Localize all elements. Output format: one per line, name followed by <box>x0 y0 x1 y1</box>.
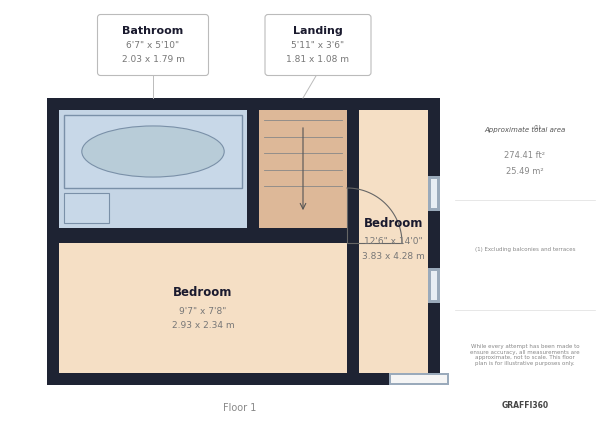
Ellipse shape <box>82 126 224 177</box>
Text: 6'7" x 5'10": 6'7" x 5'10" <box>127 41 179 50</box>
Text: 9'7" x 7'8": 9'7" x 7'8" <box>179 307 227 315</box>
Text: 5'11" x 3'6": 5'11" x 3'6" <box>292 41 344 50</box>
Text: Approximate total area: Approximate total area <box>484 127 566 133</box>
Text: Bedroom: Bedroom <box>364 217 423 230</box>
Text: Bathroom: Bathroom <box>122 25 184 36</box>
Bar <box>347 110 359 373</box>
Bar <box>391 375 447 383</box>
Text: While every attempt has been made to
ensure accuracy, all measurements are
appro: While every attempt has been made to ens… <box>470 344 580 366</box>
Bar <box>359 110 428 373</box>
FancyBboxPatch shape <box>97 14 209 75</box>
Bar <box>431 179 437 208</box>
Text: 1.81 x 1.08 m: 1.81 x 1.08 m <box>287 55 349 64</box>
Bar <box>428 268 440 303</box>
Text: Landing: Landing <box>293 25 343 36</box>
Text: 25.49 m²: 25.49 m² <box>506 167 544 176</box>
Bar <box>428 176 440 211</box>
Bar <box>47 98 440 385</box>
Text: Floor 1: Floor 1 <box>223 403 257 413</box>
Bar <box>259 110 347 228</box>
Text: 3.83 x 4.28 m: 3.83 x 4.28 m <box>362 252 425 261</box>
Bar <box>389 373 449 385</box>
Bar <box>64 115 242 188</box>
Bar <box>64 193 109 223</box>
Text: (1): (1) <box>533 125 541 129</box>
Bar <box>59 243 347 373</box>
Bar <box>431 271 437 300</box>
Text: 12'6" x 14'0": 12'6" x 14'0" <box>364 237 423 246</box>
Bar <box>59 228 347 243</box>
Text: GRAFFI360: GRAFFI360 <box>502 401 548 410</box>
FancyBboxPatch shape <box>265 14 371 75</box>
Bar <box>59 110 247 228</box>
Bar <box>247 110 259 228</box>
Text: 2.03 x 1.79 m: 2.03 x 1.79 m <box>122 55 184 64</box>
Text: 274.41 ft²: 274.41 ft² <box>505 151 545 159</box>
Text: Bedroom: Bedroom <box>173 287 233 299</box>
Text: (1) Excluding balconies and terraces: (1) Excluding balconies and terraces <box>475 248 575 253</box>
Text: 2.93 x 2.34 m: 2.93 x 2.34 m <box>172 321 235 330</box>
